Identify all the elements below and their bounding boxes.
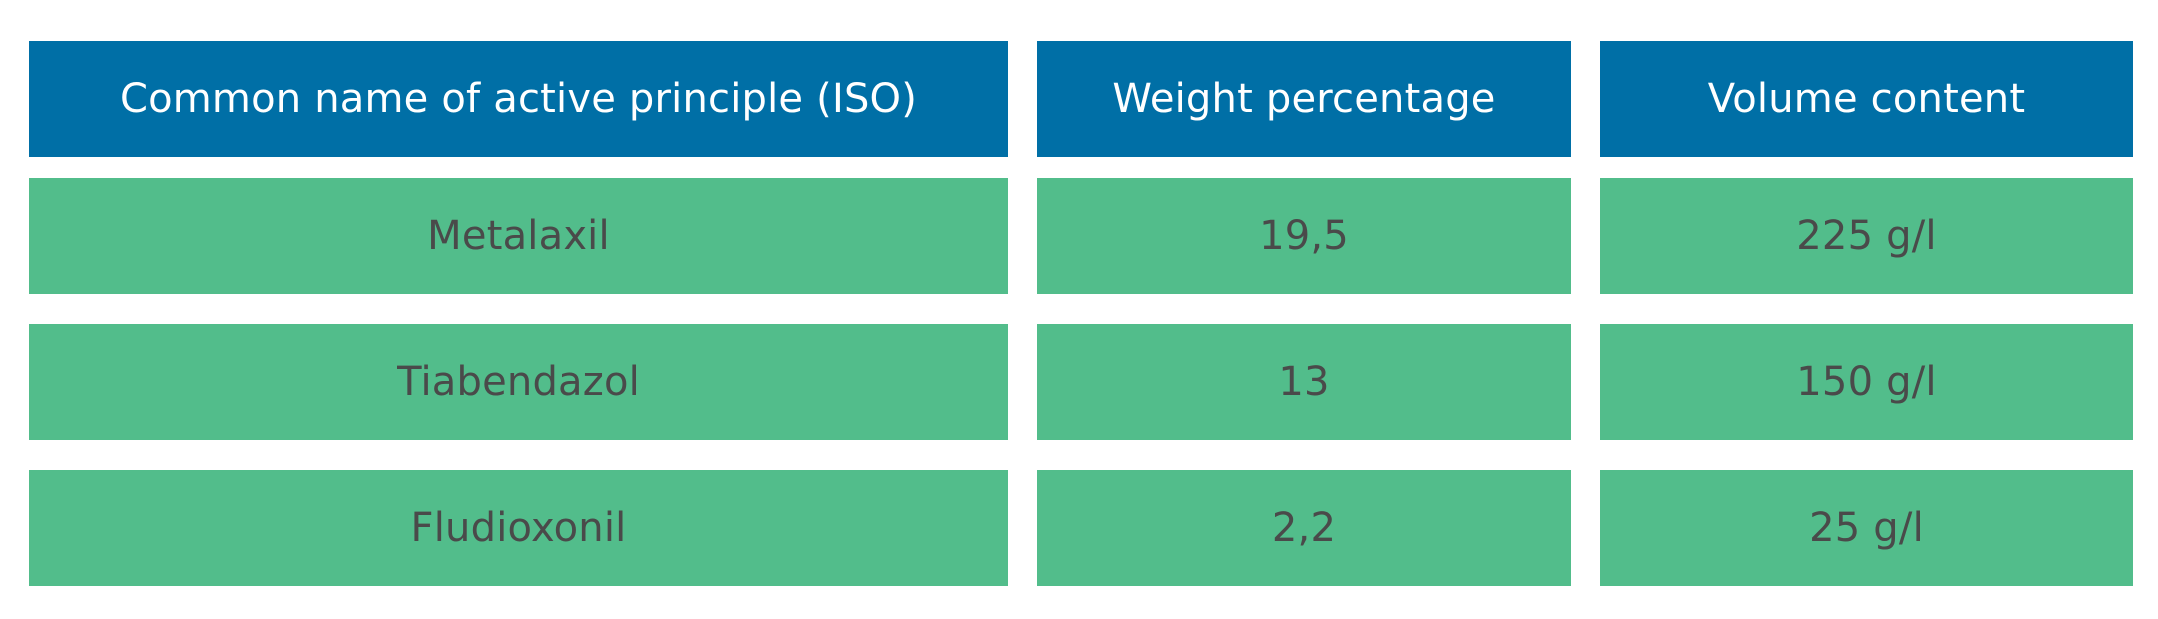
cell-weight-percentage: 2,2	[1037, 470, 1571, 586]
table-row: Tiabendazol 13 150 g/l	[29, 324, 2133, 440]
header-common-name: Common name of active principle (ISO)	[29, 41, 1008, 157]
cell-common-name: Tiabendazol	[29, 324, 1008, 440]
cell-weight-percentage: 19,5	[1037, 178, 1571, 294]
header-weight-percentage: Weight percentage	[1037, 41, 1571, 157]
cell-volume-content: 150 g/l	[1600, 324, 2133, 440]
cell-volume-content: 225 g/l	[1600, 178, 2133, 294]
table-header-row: Common name of active principle (ISO) We…	[29, 41, 2133, 157]
table-row: Fludioxonil 2,2 25 g/l	[29, 470, 2133, 586]
active-principle-table: Common name of active principle (ISO) We…	[29, 41, 2133, 586]
cell-common-name: Metalaxil	[29, 178, 1008, 294]
cell-volume-content: 25 g/l	[1600, 470, 2133, 586]
header-volume-content: Volume content	[1600, 41, 2133, 157]
cell-common-name: Fludioxonil	[29, 470, 1008, 586]
cell-weight-percentage: 13	[1037, 324, 1571, 440]
table-row: Metalaxil 19,5 225 g/l	[29, 178, 2133, 294]
